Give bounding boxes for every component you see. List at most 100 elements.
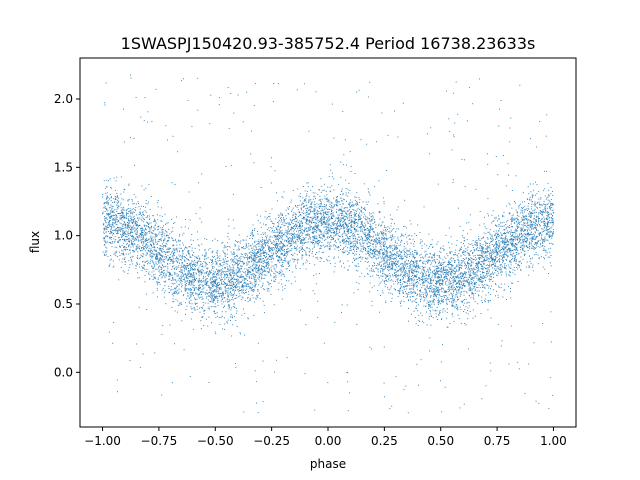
data-point	[379, 243, 381, 244]
data-point	[536, 224, 538, 226]
data-point	[525, 235, 527, 237]
data-point	[266, 235, 268, 237]
data-point	[202, 288, 204, 290]
data-point	[346, 216, 348, 217]
data-point	[381, 236, 383, 238]
data-point	[356, 238, 358, 240]
data-point	[421, 275, 423, 277]
data-point	[171, 255, 173, 257]
data-point	[468, 294, 470, 296]
data-point	[476, 271, 478, 273]
data-point	[259, 256, 261, 258]
data-point	[552, 191, 553, 192]
data-point	[289, 206, 290, 207]
data-point	[232, 294, 234, 296]
data-point	[437, 301, 439, 303]
data-point	[530, 223, 532, 225]
data-point	[156, 296, 158, 298]
data-point	[495, 264, 496, 266]
data-point	[120, 215, 122, 217]
data-point	[244, 278, 246, 280]
data-point	[492, 261, 494, 263]
data-point	[496, 237, 498, 239]
data-point	[261, 278, 262, 280]
data-point	[405, 281, 407, 283]
data-point	[257, 342, 259, 344]
data-point	[184, 273, 186, 275]
data-point	[397, 295, 399, 297]
data-point	[378, 275, 379, 277]
data-point	[479, 279, 481, 281]
data-point	[391, 255, 393, 257]
data-point	[262, 240, 263, 242]
data-point	[375, 244, 377, 246]
data-point	[390, 237, 392, 238]
data-point	[151, 255, 153, 257]
data-point	[162, 271, 163, 273]
data-point	[519, 212, 521, 214]
data-point	[509, 271, 511, 273]
data-point	[518, 204, 520, 206]
data-point	[260, 187, 262, 188]
data-point	[410, 299, 411, 301]
data-point	[489, 278, 491, 280]
data-point	[549, 228, 550, 230]
data-point	[216, 278, 218, 280]
data-point	[369, 346, 371, 348]
data-point	[176, 247, 178, 249]
data-point	[154, 266, 156, 268]
data-point	[188, 253, 190, 255]
data-point	[498, 259, 500, 261]
data-point	[370, 240, 372, 242]
data-point	[380, 264, 382, 266]
data-point	[346, 211, 348, 213]
data-point	[263, 274, 265, 276]
data-point	[527, 232, 529, 234]
data-point	[327, 226, 329, 228]
data-point	[525, 246, 527, 248]
data-point	[181, 303, 183, 305]
data-point	[230, 287, 232, 289]
data-point	[421, 271, 423, 273]
data-point	[383, 273, 385, 275]
data-point	[354, 214, 356, 216]
data-point	[342, 193, 344, 195]
data-point	[280, 275, 282, 277]
data-point	[316, 203, 318, 205]
data-point	[198, 293, 200, 295]
data-point	[276, 248, 277, 250]
data-point	[482, 290, 484, 292]
data-point	[503, 244, 505, 245]
data-point	[424, 243, 425, 245]
data-point	[511, 243, 513, 245]
data-point	[397, 269, 399, 271]
data-point	[304, 242, 306, 244]
data-point	[308, 202, 310, 204]
data-point	[432, 301, 434, 303]
data-point	[406, 293, 408, 294]
data-point	[370, 253, 372, 255]
data-point	[252, 263, 254, 265]
data-point	[227, 292, 229, 294]
data-point	[278, 248, 280, 250]
data-point	[233, 267, 235, 269]
data-point	[527, 222, 529, 224]
data-point	[254, 256, 256, 258]
data-point	[474, 286, 475, 288]
data-point	[352, 243, 354, 245]
data-point	[188, 251, 190, 253]
data-point	[103, 180, 105, 182]
data-point	[405, 293, 407, 295]
data-point	[439, 279, 441, 281]
data-point	[473, 280, 474, 282]
data-point	[454, 270, 456, 272]
data-point	[122, 214, 124, 216]
data-point	[440, 295, 442, 297]
data-point	[498, 125, 500, 127]
data-point	[157, 256, 158, 258]
data-point	[496, 254, 498, 255]
data-point	[424, 254, 426, 256]
data-point	[142, 237, 144, 239]
data-point	[305, 253, 307, 255]
data-point	[549, 216, 551, 218]
